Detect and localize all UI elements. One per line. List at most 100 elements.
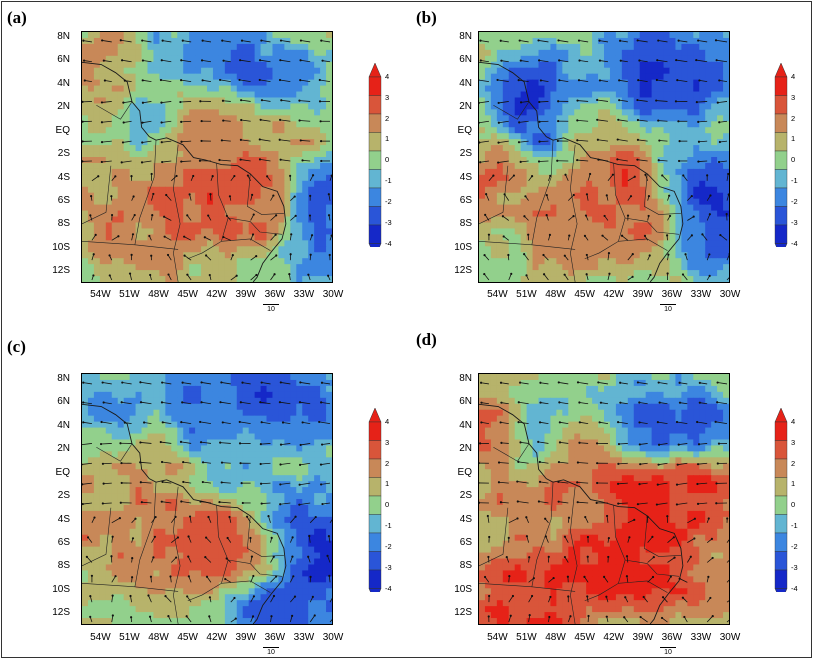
field-cell [272, 103, 279, 110]
field-cell [693, 103, 700, 110]
wind-vector-head [120, 59, 124, 62]
field-cell [604, 162, 611, 170]
wind-vector [508, 175, 515, 182]
field-cell [212, 246, 220, 253]
field-cell [290, 374, 297, 381]
wind-vector-head [497, 101, 500, 105]
x-tick-label: 33W [293, 289, 315, 300]
field-cell [278, 109, 285, 116]
field-cell [272, 409, 279, 417]
field-cell [159, 463, 166, 470]
field-cell [574, 240, 581, 247]
field-cell [627, 121, 635, 128]
field-cell [496, 240, 504, 247]
field-cell [296, 49, 303, 57]
field-cell [645, 216, 653, 223]
field-cell [609, 79, 617, 87]
field-cell [302, 145, 309, 152]
field-cell [550, 79, 557, 87]
field-cell [604, 37, 611, 45]
field-cell [657, 127, 665, 134]
field-cell [82, 457, 89, 464]
wind-vector [656, 100, 668, 102]
field-cell [604, 234, 611, 241]
field-cell [135, 234, 143, 241]
wind-vector-head [141, 121, 144, 124]
field-cell [296, 374, 303, 381]
field-cell [82, 264, 89, 271]
wind-vector-head [122, 101, 125, 104]
field-cell [212, 168, 220, 176]
field-cell [544, 216, 551, 223]
field-cell [574, 85, 581, 93]
wind-vector [163, 216, 172, 221]
wind-vector-head [668, 214, 672, 218]
wind-vector [270, 274, 275, 281]
field-cell [556, 145, 563, 152]
field-cell [171, 222, 178, 229]
field-cell [278, 234, 285, 241]
field-cell [633, 139, 641, 146]
field-cell [657, 204, 665, 212]
field-cell [195, 103, 202, 110]
field-cell [508, 103, 516, 110]
field-cell [266, 151, 273, 158]
field-cell [326, 216, 332, 223]
field-cell [201, 463, 208, 470]
field-cell [147, 151, 154, 158]
field-cell [207, 115, 214, 122]
field-cell [645, 91, 653, 98]
field-cell [598, 264, 605, 271]
wind-vector-head [200, 119, 203, 123]
colorbar-swatch [774, 95, 788, 115]
field-cell [586, 103, 593, 110]
field-cell [296, 258, 303, 265]
field-cell [496, 228, 504, 235]
field-cell [675, 91, 682, 98]
field-cell [574, 264, 581, 271]
field-cell [669, 264, 676, 271]
field-cell [290, 61, 297, 69]
field-cell [490, 258, 498, 265]
field-cell [177, 409, 184, 417]
field-cell [284, 457, 291, 464]
field-cell [496, 115, 504, 122]
field-cell [568, 210, 575, 218]
wind-vector-head [222, 235, 225, 239]
field-cell [123, 409, 131, 417]
field-cell [556, 168, 563, 176]
field-cell [135, 397, 143, 405]
field-cell [87, 403, 95, 411]
field-cell [266, 246, 273, 253]
field-cell [105, 139, 113, 146]
field-cell [129, 427, 137, 435]
field-cell [627, 133, 635, 140]
field-cell [141, 246, 148, 253]
field-cell [514, 276, 522, 282]
colorbar-tick-label: 3 [385, 92, 390, 102]
field-cell [207, 186, 214, 194]
field-cell [171, 252, 178, 259]
field-cell [266, 433, 273, 440]
field-cell [687, 127, 694, 134]
field-cell [508, 246, 516, 253]
field-cell [230, 228, 238, 235]
field-cell [574, 43, 581, 51]
colorbar-tick-label: 4 [791, 72, 796, 81]
field-cell [627, 139, 635, 146]
field-cell [550, 234, 557, 241]
field-cell [117, 139, 125, 146]
field-cell [218, 49, 226, 57]
field-cell [123, 204, 131, 212]
field-cell [212, 264, 220, 271]
field-cell [195, 79, 202, 87]
field-cell [633, 210, 641, 218]
field-cell [159, 216, 166, 223]
field-cell [296, 174, 303, 182]
field-cell [314, 409, 321, 417]
field-cell [645, 180, 653, 188]
field-cell [314, 451, 321, 458]
field-cell [254, 103, 262, 110]
field-cell [326, 264, 332, 271]
field-cell [302, 374, 309, 381]
